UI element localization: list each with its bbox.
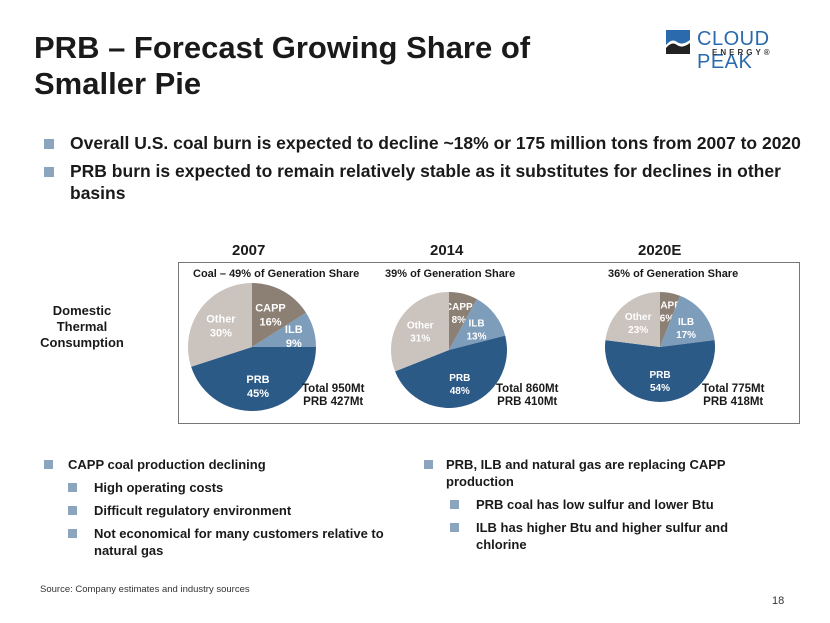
bullet-square-icon (68, 506, 77, 515)
bullet-square-icon (44, 139, 54, 149)
pie-slice-other (188, 283, 252, 367)
pie-label-prb: PRB 45% (246, 374, 269, 400)
pie-slice-capp (660, 292, 681, 347)
slide-title: PRB – Forecast Growing Share of Smaller … (34, 30, 531, 101)
pie-label-prb: PRB 54% (649, 370, 670, 394)
pie-label-ilb: ILB 17% (676, 317, 696, 341)
pie-slice-capp (252, 283, 307, 347)
row-label: Domestic Thermal Consumption (40, 303, 124, 350)
pie-slice-prb (395, 335, 507, 409)
lower-right-bullets: PRB, ILB and natural gas are replacing C… (424, 456, 784, 553)
pie-slice-other (391, 292, 450, 372)
bullet-square-icon (44, 460, 53, 469)
pie-title-2014: 39% of Generation Share (385, 268, 516, 280)
pie-slice-ilb (660, 295, 715, 347)
year-label-2014: 2014 (430, 242, 464, 259)
pie-label-other: Other 23% (625, 312, 652, 336)
page-number: 18 (772, 595, 785, 607)
bullet-square-icon (424, 460, 433, 469)
source-note: Source: Company estimates and industry s… (40, 584, 250, 595)
year-label-2007: 2007 (232, 242, 266, 259)
sub-bullet-item: PRB coal has low sulfur and lower Btu (450, 496, 784, 513)
pie-slice-ilb (252, 312, 316, 347)
top-bullets: Overall U.S. coal burn is expected to de… (44, 132, 804, 210)
sub-bullet-item: Difficult regulatory environment (68, 502, 404, 519)
pie-slice-ilb (449, 299, 506, 350)
bullet-item: CAPP coal production declining (44, 456, 404, 473)
pie-label-other: Other 31% (407, 320, 434, 344)
pie-title-2020e: 36% of Generation Share (608, 268, 739, 280)
year-label-2020e: 2020E (638, 242, 682, 259)
bullet-square-icon (68, 483, 77, 492)
pie-slice-other (605, 291, 660, 347)
total-label-2014: Total 860Mt PRB 410Mt (496, 383, 559, 408)
pie-label-ilb: ILB 9% (285, 324, 303, 350)
sub-bullet-item: High operating costs (68, 479, 404, 496)
pie-slice-capp (449, 292, 477, 350)
lower-left-bullets: CAPP coal production declining High oper… (44, 456, 404, 559)
pie-label-capp: CAPP 6% (653, 300, 681, 324)
total-label-2007: Total 950Mt PRB 427Mt (302, 383, 365, 408)
pie-slice-prb (191, 347, 316, 411)
pie-label-capp: CAPP 8% (445, 302, 473, 326)
chart-box (178, 262, 800, 424)
pie-slice-prb (605, 340, 715, 403)
bullet-square-icon (68, 529, 77, 538)
logo-name: CLOUD PEAK (697, 28, 770, 73)
bullet-item: PRB, ILB and natural gas are replacing C… (424, 456, 766, 490)
bullet-square-icon (450, 500, 459, 509)
bullet-item: Overall U.S. coal burn is expected to de… (44, 132, 804, 154)
bullet-item: PRB burn is expected to remain relativel… (44, 160, 804, 204)
pie-label-ilb: ILB 13% (466, 319, 486, 343)
total-label-2020e: Total 775Mt PRB 418Mt (702, 383, 765, 408)
bullet-square-icon (44, 167, 54, 177)
sub-bullet-item: Not economical for many customers relati… (68, 525, 414, 559)
pie-label-other: Other 30% (206, 313, 236, 339)
pie-label-prb: PRB 48% (449, 373, 470, 397)
pie-label-capp: CAPP 16% (255, 302, 286, 328)
bullet-square-icon (450, 523, 459, 532)
logo-subtitle: ENERGY® (712, 48, 773, 57)
pie-title-2007: Coal – 49% of Generation Share (193, 268, 360, 280)
cloud-peak-logo: CLOUD PEAK ENERGY® (666, 28, 826, 73)
sub-bullet-item: ILB has higher Btu and higher sulfur and… (450, 519, 776, 553)
mountain-logo-icon (666, 30, 690, 54)
